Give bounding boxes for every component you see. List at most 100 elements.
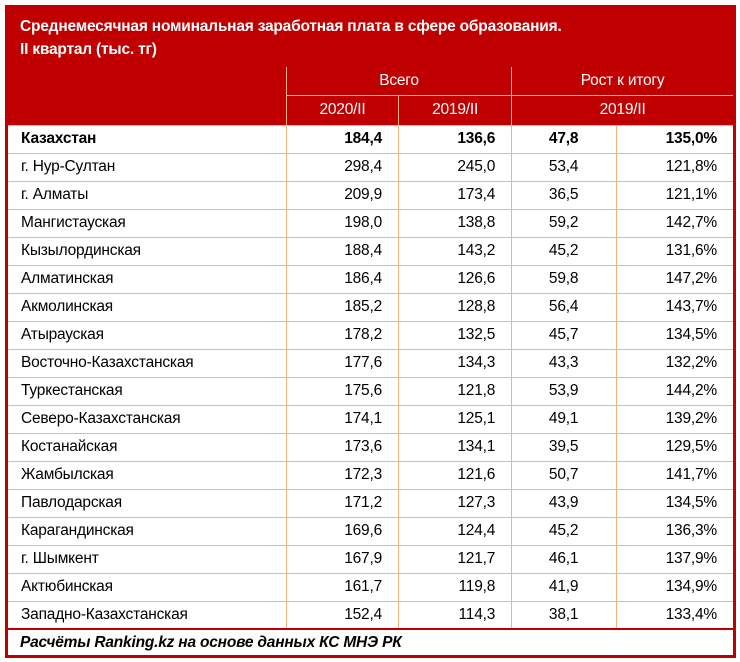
total-2019-cell: 125,1 — [398, 404, 513, 434]
growth-pct-cell: 142,7% — [616, 208, 733, 238]
region-cell: Жамбылская — [8, 460, 287, 490]
growth-abs-cell: 45,7 — [511, 320, 618, 350]
table-row: Северо-Казахстанская 174,1 125,1 49,1 139,2% — [8, 404, 733, 434]
total-2019-cell: 245,0 — [398, 152, 513, 182]
growth-pct-cell: 135,0% — [616, 124, 733, 154]
wage-table-header: Всего Рост к итогу 2020/II 2019/II 2019/… — [8, 67, 733, 126]
table-row: Туркестанская 175,6 121,8 53,9 144,2% — [8, 376, 733, 406]
wage-table: Всего Рост к итогу 2020/II 2019/II 2019/… — [8, 67, 733, 656]
total-2019-cell: 128,8 — [398, 292, 513, 322]
total-2020-cell: 184,4 — [285, 124, 400, 154]
total-2019-cell: 127,3 — [398, 488, 513, 518]
growth-abs-cell: 46,1 — [511, 544, 618, 574]
growth-pct-cell: 129,5% — [616, 432, 733, 462]
growth-pct-cell: 143,7% — [616, 292, 733, 322]
growth-pct-cell: 121,1% — [616, 180, 733, 210]
column-header-growth-2019: 2019/II — [511, 94, 733, 126]
region-cell: Карагандинская — [8, 516, 287, 546]
total-2020-cell: 209,9 — [285, 180, 400, 210]
total-2019-cell: 121,6 — [398, 460, 513, 490]
total-2019-cell: 119,8 — [398, 572, 513, 602]
region-cell: Мангистауская — [8, 208, 287, 238]
total-2019-cell: 138,8 — [398, 208, 513, 238]
table-row: Атырауская 178,2 132,5 45,7 134,5% — [8, 320, 733, 350]
corner-cell — [8, 67, 287, 126]
growth-abs-cell: 45,2 — [511, 516, 618, 546]
region-cell: Костанайская — [8, 432, 287, 462]
growth-abs-cell: 56,4 — [511, 292, 618, 322]
column-header-total-2019: 2019/II — [398, 94, 513, 126]
growth-abs-cell: 59,2 — [511, 208, 618, 238]
table-row: Костанайская 173,6 134,1 39,5 129,5% — [8, 432, 733, 462]
total-2019-cell: 134,3 — [398, 348, 513, 378]
total-2019-cell: 136,6 — [398, 124, 513, 154]
growth-pct-cell: 136,3% — [616, 516, 733, 546]
total-2020-cell: 173,6 — [285, 432, 400, 462]
growth-pct-cell: 131,6% — [616, 236, 733, 266]
source-row: Расчёты Ranking.kz на основе данных КС М… — [8, 628, 733, 656]
growth-abs-cell: 49,1 — [511, 404, 618, 434]
total-2020-cell: 169,6 — [285, 516, 400, 546]
wage-table-body: Казахстан 184,4 136,6 47,8 135,0% г. Нур-Султ… — [8, 124, 733, 630]
total-2020-cell: 177,6 — [285, 348, 400, 378]
total-2019-cell: 143,2 — [398, 236, 513, 266]
growth-abs-cell: 45,2 — [511, 236, 618, 266]
wage-table-footer: Расчёты Ranking.kz на основе данных КС М… — [8, 628, 733, 656]
growth-pct-cell: 141,7% — [616, 460, 733, 490]
region-cell: Атырауская — [8, 320, 287, 350]
total-2020-cell: 185,2 — [285, 292, 400, 322]
growth-abs-cell: 41,9 — [511, 572, 618, 602]
table-row: г. Шымкент 167,9 121,7 46,1 137,9% — [8, 544, 733, 574]
table-row: г. Нур-Султан 298,4 245,0 53,4 121,8% — [8, 152, 733, 182]
table-row: Павлодарская 171,2 127,3 43,9 134,5% — [8, 488, 733, 518]
total-2020-cell: 174,1 — [285, 404, 400, 434]
growth-pct-cell: 147,2% — [616, 264, 733, 294]
region-cell: Северо-Казахстанская — [8, 404, 287, 434]
region-cell: Акмолинская — [8, 292, 287, 322]
total-2019-cell: 121,7 — [398, 544, 513, 574]
growth-pct-cell: 132,2% — [616, 348, 733, 378]
total-2020-cell: 171,2 — [285, 488, 400, 518]
report-title-line2: II квартал (тыс. тг) — [20, 41, 157, 58]
growth-abs-cell: 50,7 — [511, 460, 618, 490]
total-2020-cell: 198,0 — [285, 208, 400, 238]
region-cell: Алматинская — [8, 264, 287, 294]
growth-pct-cell: 144,2% — [616, 376, 733, 406]
total-2020-cell: 178,2 — [285, 320, 400, 350]
header-group-row: Всего Рост к итогу — [8, 67, 733, 126]
total-2019-cell: 114,3 — [398, 600, 513, 630]
total-2020-cell: 167,9 — [285, 544, 400, 574]
total-2020-cell: 161,7 — [285, 572, 400, 602]
total-2020-cell: 188,4 — [285, 236, 400, 266]
growth-pct-cell: 133,4% — [616, 600, 733, 630]
region-cell: г. Шымкент — [8, 544, 287, 574]
growth-abs-cell: 59,8 — [511, 264, 618, 294]
growth-pct-cell: 121,8% — [616, 152, 733, 182]
total-2020-cell: 152,4 — [285, 600, 400, 630]
region-cell: Западно-Казахстанская — [8, 600, 287, 630]
table-row: г. Алматы 209,9 173,4 36,5 121,1% — [8, 180, 733, 210]
growth-abs-cell: 43,9 — [511, 488, 618, 518]
region-cell: Восточно-Казахстанская — [8, 348, 287, 378]
table-row: Мангистауская 198,0 138,8 59,2 142,7% — [8, 208, 733, 238]
growth-pct-cell: 139,2% — [616, 404, 733, 434]
total-2020-cell: 186,4 — [285, 264, 400, 294]
growth-pct-cell: 134,5% — [616, 488, 733, 518]
growth-abs-cell: 53,4 — [511, 152, 618, 182]
growth-abs-cell: 38,1 — [511, 600, 618, 630]
region-cell: г. Нур-Султан — [8, 152, 287, 182]
total-2020-cell: 175,6 — [285, 376, 400, 406]
total-2019-cell: 124,4 — [398, 516, 513, 546]
region-cell: Павлодарская — [8, 488, 287, 518]
total-2019-cell: 173,4 — [398, 180, 513, 210]
growth-abs-cell: 39,5 — [511, 432, 618, 462]
column-header-total-2020: 2020/II — [286, 94, 400, 126]
table-row: Казахстан 184,4 136,6 47,8 135,0% — [8, 124, 733, 154]
growth-abs-cell: 53,9 — [511, 376, 618, 406]
table-row: Кызылординская 188,4 143,2 45,2 131,6% — [8, 236, 733, 266]
total-2020-cell: 298,4 — [285, 152, 400, 182]
total-2019-cell: 132,5 — [398, 320, 513, 350]
table-row: Восточно-Казахстанская 177,6 134,3 43,3 132,… — [8, 348, 733, 378]
table-row: Карагандинская 169,6 124,4 45,2 136,3% — [8, 516, 733, 546]
